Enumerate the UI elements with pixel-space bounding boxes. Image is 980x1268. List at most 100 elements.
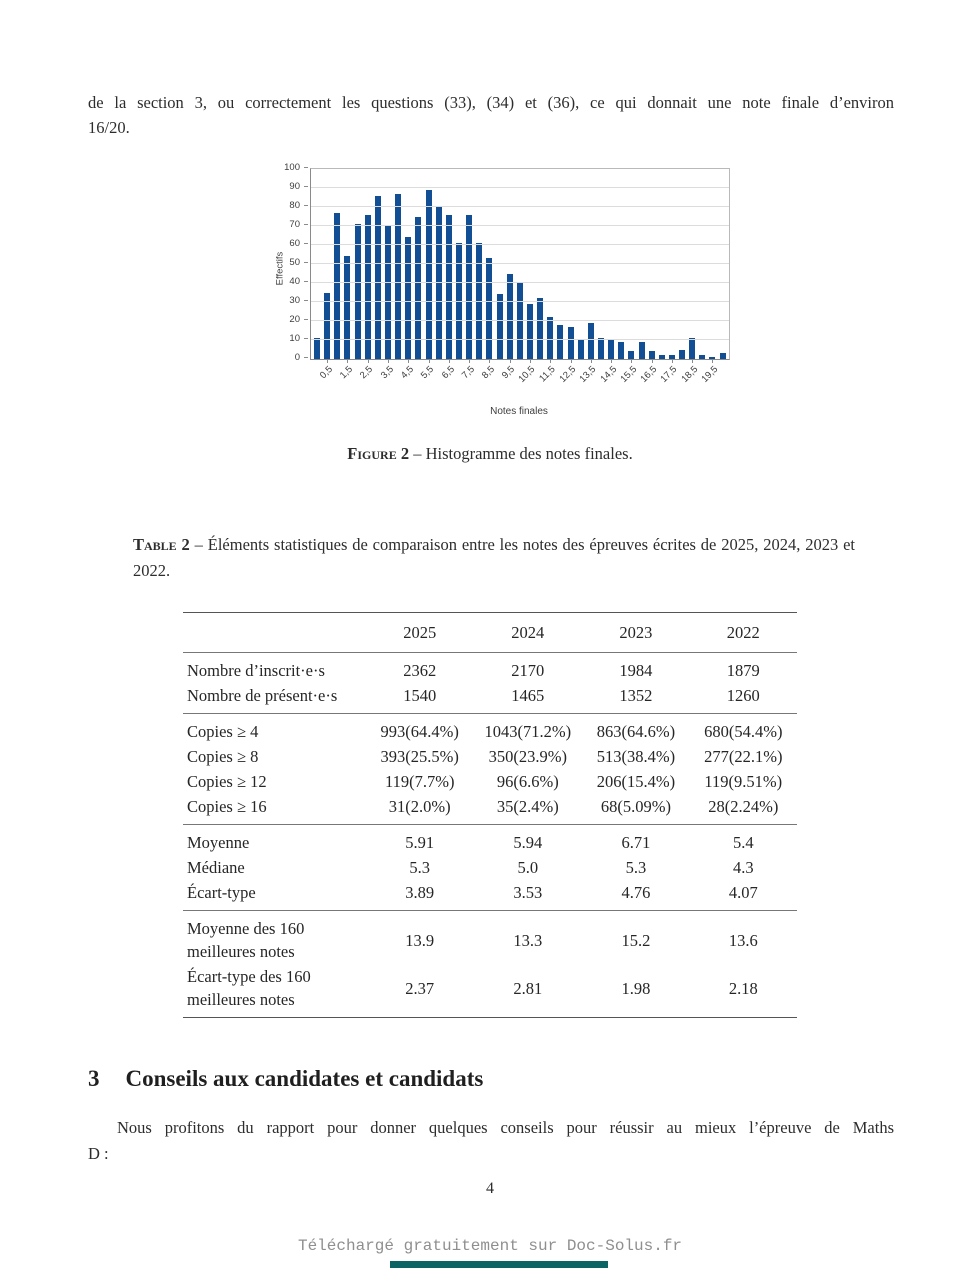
x-tick-label: 1,5 — [338, 364, 356, 382]
intro-paragraph: de la section 3, ou correctement les que… — [88, 90, 894, 140]
intro-line-1: de la section 3, ou correctement les que… — [88, 93, 894, 112]
conseils-line-2: D : — [88, 1144, 109, 1163]
table-row: Nombre d’inscrit·e·s 2362 2170 1984 1879 — [183, 653, 797, 684]
table-cell-value: 1540 — [403, 686, 437, 705]
bar — [597, 338, 604, 359]
bar: 4,5 — [399, 237, 416, 381]
table-cell-label: Copies ≥ 4 — [187, 722, 259, 741]
table-cell-value: 4.76 — [621, 883, 651, 902]
x-tick-mark — [408, 359, 410, 363]
y-tick-label: 100 — [284, 162, 300, 173]
table-cell-label: Écart-type — [187, 883, 256, 902]
x-tick-label: 15,5 — [618, 364, 640, 385]
x-tick-mark — [509, 359, 511, 363]
y-tick-mark — [304, 243, 308, 244]
bar: 18,5 — [679, 338, 700, 385]
x-tick-mark — [428, 359, 430, 363]
bar: 10,5 — [517, 303, 538, 385]
bar: 17,5 — [659, 355, 680, 385]
table-cell-value: 5.3 — [625, 858, 647, 877]
bar — [334, 212, 341, 359]
gridline — [311, 320, 729, 321]
table-group: Moyenne 5.91 5.94 6.71 5.4 Médiane 5.3 5.0 5.3 4.… — [183, 825, 797, 911]
table-cell-value: 1260 — [726, 686, 760, 705]
table-cell-label: Copies ≥ 16 — [187, 797, 267, 816]
y-axis-ticks: 0 10 20 30 40 50 60 70 80 90 100 — [272, 163, 308, 363]
table-cell-value: 2.18 — [728, 978, 758, 998]
table-cell-value: 1.98 — [621, 978, 651, 998]
bar — [719, 353, 726, 359]
figure-label: Figure 2 — [347, 444, 410, 463]
x-tick-mark — [712, 359, 714, 363]
bar: 3,5 — [379, 226, 396, 381]
section-number: 3 — [88, 1066, 100, 1091]
table-cell-value: 2362 — [403, 661, 437, 680]
table-cell-value: 6.71 — [621, 833, 651, 852]
y-tick-label: 10 — [289, 333, 300, 344]
table-cell-label: Nombre de présent·e·s — [187, 686, 338, 705]
table-cell-value: 2.37 — [405, 978, 435, 998]
table-cell-value: 119(9.51%) — [704, 772, 783, 791]
conseils-line-1: Nous profitons du rapport pour donner qu… — [117, 1118, 894, 1137]
table-cell-label: Moyenne des 160 meilleures notes — [187, 919, 305, 961]
table-cell-value: 513(38.4%) — [596, 747, 676, 766]
bar: 0,5 — [318, 292, 335, 381]
y-tick-label: 30 — [289, 295, 300, 306]
x-tick-label: 8,5 — [480, 364, 498, 382]
col-header-2025: 2025 — [403, 623, 437, 642]
page-number: 4 — [486, 1180, 494, 1197]
x-tick-mark — [671, 359, 673, 363]
col-header-2022: 2022 — [726, 623, 760, 642]
table-cell-value: 4.07 — [728, 883, 758, 902]
bar — [537, 298, 544, 359]
table-caption: Table 2 – Éléments statistiques de compa… — [133, 532, 855, 583]
x-axis-title: Notes finales — [490, 406, 548, 417]
table-cell-value: 680(54.4%) — [704, 722, 783, 741]
x-tick-label: 5,5 — [419, 364, 437, 382]
y-tick-label: 60 — [289, 238, 300, 249]
section-title: Conseils aux candidates et candidats — [125, 1066, 484, 1091]
x-tick-mark — [570, 359, 572, 363]
table-cell-value: 119(7.7%) — [384, 772, 455, 791]
table-cell-value: 5.3 — [409, 858, 430, 877]
table-row: Copies ≥ 4 993(64.4%) 1043(71.2%) 863(64.6%… — [183, 714, 797, 745]
x-tick-mark — [631, 359, 633, 363]
y-tick-mark — [304, 338, 308, 339]
bar: 1,5 — [338, 256, 355, 381]
table-label: Table 2 — [133, 535, 190, 554]
bar — [679, 349, 686, 359]
x-tick-mark — [448, 359, 450, 363]
bar: 19,5 — [699, 357, 720, 385]
table-cell-value: 206(15.4%) — [596, 772, 676, 791]
bar — [354, 224, 361, 359]
bar — [658, 355, 665, 359]
x-tick-label: 0,5 — [317, 364, 335, 382]
table-cell-value: 2170 — [511, 661, 545, 680]
table-cell-label: Médiane — [187, 858, 245, 877]
table-row: Copies ≥ 12 119(7.7%) 96(6.6%) 206(15.4%) 11… — [183, 769, 797, 794]
y-tick-label: 90 — [289, 181, 300, 192]
y-tick-label: 20 — [289, 314, 300, 325]
table-cell-value: 5.94 — [513, 833, 543, 852]
gridline — [311, 339, 729, 340]
table-cell-value: 1352 — [619, 686, 653, 705]
bar — [314, 338, 320, 359]
x-tick-label: 7,5 — [459, 364, 477, 382]
x-tick-mark — [651, 359, 653, 363]
table-cell-label: Copies ≥ 8 — [187, 747, 259, 766]
x-tick-label: 17,5 — [658, 364, 680, 385]
bar: 5,5 — [419, 189, 436, 381]
y-tick-mark — [304, 167, 308, 168]
bar: 9,5 — [500, 273, 517, 381]
gridline — [311, 187, 729, 188]
y-tick-label: 50 — [289, 257, 300, 268]
x-tick-label: 13,5 — [577, 364, 599, 385]
bars-container: 0,5 1,5 2,5 3,5 4,5 5,5 6,5 7,5 8,5 9,5 10,5 11,5 12… — [311, 169, 729, 385]
table-row: Copies ≥ 8 393(25.5%) 350(23.9%) 513(38.4%)… — [183, 744, 797, 769]
table-group: Copies ≥ 4 993(64.4%) 1043(71.2%) 863(64.6%… — [183, 714, 797, 825]
bar — [699, 355, 706, 359]
stats-table: 2025 2024 2023 2022 Nombre d’inscrit·e·s… — [183, 612, 797, 1018]
bar: 12,5 — [557, 326, 578, 385]
table-cell-value: 5.4 — [732, 833, 754, 852]
download-note: Téléchargé gratuitement sur Doc-Solus.fr — [297, 1237, 683, 1255]
